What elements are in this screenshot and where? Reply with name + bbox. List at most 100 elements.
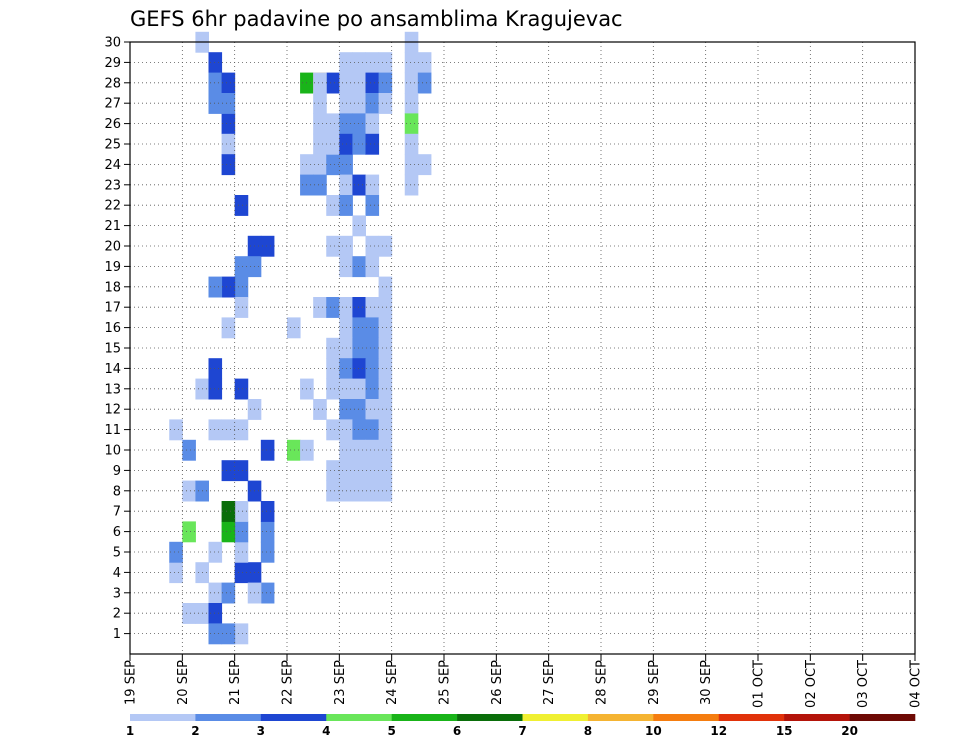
- heatmap-cell: [169, 419, 183, 441]
- heatmap-cell: [352, 439, 366, 461]
- heatmap-cell: [326, 419, 340, 441]
- y-tick-label: 20: [104, 240, 121, 255]
- y-tick-label: 8: [113, 484, 121, 499]
- x-tick-label: 30 SEP: [699, 660, 714, 705]
- colorbar-label: 12: [710, 724, 727, 738]
- heatmap-cell: [352, 113, 366, 135]
- heatmap-cell: [234, 276, 249, 298]
- colorbar-label: 3: [257, 724, 265, 738]
- heatmap-cell: [417, 72, 432, 94]
- x-tick-label: 19 SEP: [124, 660, 139, 705]
- heatmap-cell: [208, 603, 223, 624]
- colorbar: 1 2 3 4 5 6 7 8 10 12 15 20: [126, 714, 916, 738]
- heatmap-cell: [352, 480, 366, 502]
- colorbar-segment: [260, 714, 327, 721]
- heatmap-cell: [378, 480, 393, 502]
- heatmap-cell: [182, 521, 196, 543]
- heatmap-cell: [352, 215, 366, 237]
- heatmap-cell: [365, 256, 380, 278]
- heatmap-cell: [404, 93, 419, 114]
- chart-title: GEFS 6hr padavine po ansamblima Kragujev…: [130, 7, 623, 31]
- y-tick-label: 3: [113, 586, 121, 601]
- y-tick-label: 18: [104, 280, 121, 295]
- heatmap-cell: [365, 480, 380, 502]
- heatmap-cell: [221, 582, 236, 604]
- heatmap-cell: [378, 337, 393, 359]
- heatmap-cell: [313, 72, 327, 94]
- colorbar-segment: [195, 714, 262, 721]
- heatmap-cell: [260, 541, 275, 563]
- colorbar-segment: [130, 714, 196, 721]
- y-tick-label: 17: [104, 301, 121, 316]
- heatmap-cell: [352, 93, 366, 114]
- heatmap-cell: [326, 235, 340, 257]
- heatmap-cell: [234, 256, 249, 278]
- x-tick-label: 23 SEP: [333, 660, 348, 705]
- heatmap-cell: [365, 72, 380, 94]
- y-tick-label: 28: [104, 76, 121, 91]
- heatmap-cell: [221, 93, 236, 114]
- heatmap-cell: [221, 154, 236, 176]
- heatmap-cell: [365, 358, 380, 380]
- y-tick-label: 1: [113, 627, 121, 642]
- heatmap-cell: [365, 52, 380, 74]
- heatmap-cell: [352, 174, 366, 196]
- heatmap-cell: [352, 72, 366, 94]
- colorbar-segment: [391, 714, 458, 721]
- colorbar-segment: [457, 714, 523, 721]
- y-tick-label: 26: [104, 117, 121, 132]
- x-tick-label: 27 SEP: [542, 660, 557, 705]
- heatmap-cell: [352, 133, 366, 155]
- heatmap-cell: [221, 521, 236, 543]
- heatmap-cell: [221, 501, 236, 522]
- heatmap-cell: [313, 113, 327, 135]
- heatmap-cell: [221, 133, 236, 155]
- heatmap-cell: [365, 439, 380, 461]
- heatmap-cell: [326, 480, 340, 502]
- cells-layer: [169, 31, 432, 645]
- colorbar-segment: [522, 714, 589, 721]
- heatmap-cell: [404, 154, 419, 176]
- heatmap-cell: [208, 419, 223, 441]
- y-tick-label: 24: [104, 158, 121, 173]
- x-tick-label: 21 SEP: [228, 660, 243, 705]
- heatmap-cell: [313, 174, 327, 196]
- heatmap-cell: [404, 133, 419, 155]
- heatmap-cell: [234, 623, 249, 645]
- heatmap-cell: [365, 460, 380, 482]
- heatmap-cell: [221, 113, 236, 135]
- heatmap-cell: [378, 439, 393, 461]
- heatmap-cell: [365, 174, 380, 196]
- heatmap-cell: [378, 378, 393, 400]
- heatmap-cell: [365, 337, 380, 359]
- y-tick-label: 2: [113, 607, 121, 622]
- x-tick-label: 28 SEP: [595, 660, 610, 705]
- heatmap-cell: [208, 52, 223, 74]
- y-tick-label: 22: [104, 199, 121, 214]
- heatmap-cell: [208, 378, 223, 400]
- heatmap-cell: [326, 297, 340, 318]
- colorbar-label: 15: [776, 724, 793, 738]
- y-tick-label: 27: [104, 97, 121, 112]
- heatmap-cell: [182, 439, 196, 461]
- heatmap-cell: [352, 358, 366, 380]
- heatmap-cell: [352, 460, 366, 482]
- x-tick-label: 25 SEP: [438, 660, 453, 705]
- colorbar-label: 7: [518, 724, 526, 738]
- heatmap-cell: [313, 133, 327, 155]
- y-tick-label: 9: [113, 464, 121, 479]
- heatmap-cell: [326, 337, 340, 359]
- heatmap-cell: [234, 562, 249, 584]
- y-axis: 1234567891011121314151617181920212223242…: [104, 36, 130, 642]
- y-tick-label: 11: [104, 423, 121, 438]
- heatmap-cell: [234, 195, 249, 216]
- colorbar-segment: [849, 714, 916, 721]
- heatmap-cell: [208, 623, 223, 645]
- heatmap-cell: [378, 297, 393, 318]
- y-tick-label: 15: [104, 342, 121, 357]
- heatmap-cell: [378, 460, 393, 482]
- y-tick-label: 23: [104, 178, 121, 193]
- x-tick-label: 20 SEP: [176, 660, 191, 705]
- heatmap-cell: [260, 439, 275, 461]
- heatmap-cell: [221, 72, 236, 94]
